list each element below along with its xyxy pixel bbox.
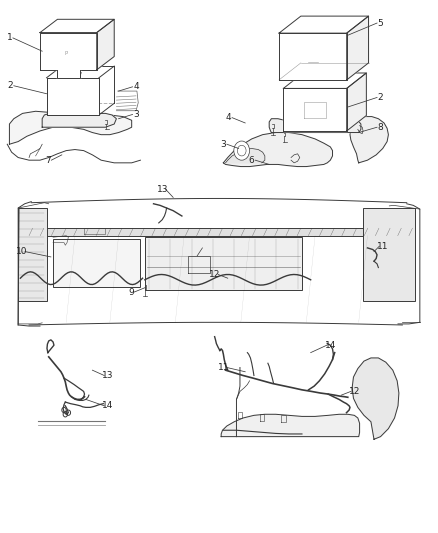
Text: 11: 11	[218, 363, 229, 372]
Text: 7: 7	[45, 156, 51, 165]
Text: 3: 3	[220, 140, 226, 149]
Polygon shape	[223, 133, 332, 166]
Bar	[46, 78, 99, 115]
Polygon shape	[347, 73, 366, 131]
Text: 8: 8	[378, 123, 383, 132]
Polygon shape	[347, 16, 368, 80]
Polygon shape	[283, 73, 366, 88]
Text: 9: 9	[128, 287, 134, 296]
Text: 6: 6	[249, 156, 254, 165]
Polygon shape	[269, 119, 361, 133]
Polygon shape	[40, 33, 97, 70]
Circle shape	[234, 141, 250, 160]
Text: P: P	[64, 52, 67, 56]
Polygon shape	[40, 19, 114, 33]
Text: 13: 13	[156, 185, 168, 194]
Bar	[18, 208, 46, 301]
Text: 12: 12	[209, 270, 220, 279]
Polygon shape	[57, 70, 80, 78]
Text: 10: 10	[16, 247, 28, 256]
Text: 4: 4	[226, 113, 231, 122]
Text: 13: 13	[102, 371, 113, 380]
Text: 2: 2	[378, 93, 383, 102]
Polygon shape	[352, 358, 399, 439]
Bar	[145, 237, 302, 290]
Polygon shape	[221, 414, 360, 437]
Polygon shape	[226, 149, 265, 163]
Polygon shape	[42, 112, 117, 127]
Polygon shape	[283, 88, 347, 131]
Text: 5: 5	[378, 19, 383, 28]
Bar	[25, 228, 413, 236]
Polygon shape	[350, 117, 389, 163]
Bar	[363, 208, 416, 301]
Text: 3: 3	[133, 110, 139, 119]
Bar	[53, 239, 141, 287]
Text: 4: 4	[133, 82, 139, 91]
Polygon shape	[279, 16, 368, 33]
Text: 12: 12	[349, 387, 360, 396]
Text: 1: 1	[7, 34, 12, 43]
Text: 2: 2	[7, 81, 13, 90]
Text: 14: 14	[102, 401, 113, 410]
Polygon shape	[279, 33, 347, 80]
Polygon shape	[97, 19, 114, 70]
Text: 14: 14	[325, 341, 336, 350]
Text: 11: 11	[377, 242, 389, 251]
Polygon shape	[10, 111, 132, 144]
